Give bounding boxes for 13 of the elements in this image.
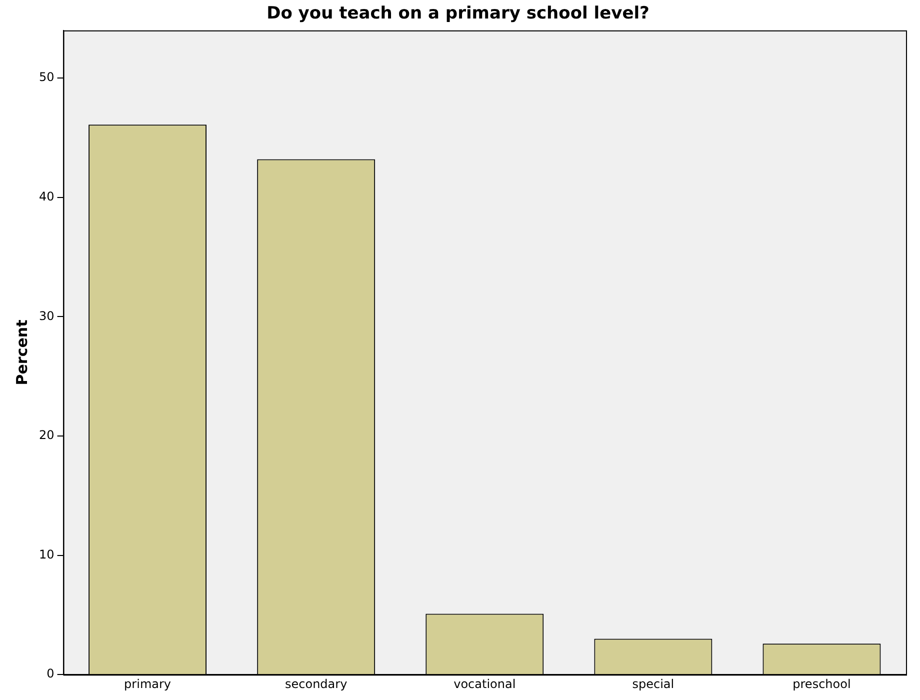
x-tick-label: secondary (284, 676, 348, 691)
chart-title: Do you teach on a primary school level? (266, 4, 650, 24)
y-tick-label: 20 (38, 428, 54, 442)
y-tick-label: 30 (38, 308, 54, 323)
y-tick-label: 50 (38, 70, 54, 84)
y-tick-label: 0 (46, 666, 54, 681)
x-tick-label: primary (124, 676, 172, 691)
y-tick-label: 40 (38, 190, 54, 204)
x-tick-label: special (632, 676, 674, 691)
y-tick-label: 10 (38, 547, 54, 562)
x-tick-label: vocational (454, 676, 516, 691)
x-tick-label: preschool (792, 676, 851, 691)
y-axis-title: Percent (12, 320, 31, 386)
